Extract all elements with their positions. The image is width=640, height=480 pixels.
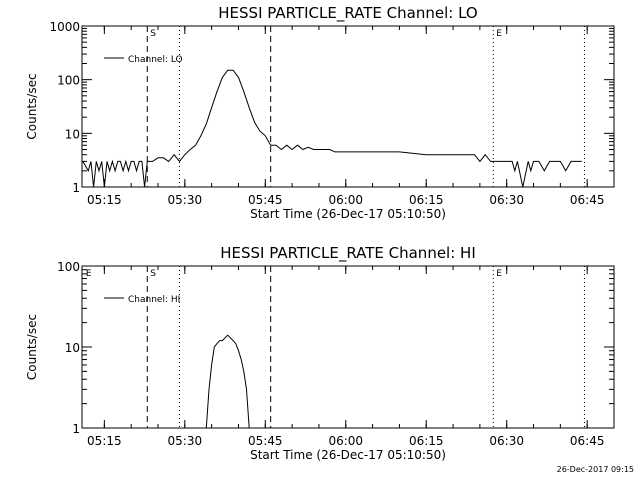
- x-tick-label: 05:45: [248, 193, 283, 207]
- x-tick-label: 06:00: [328, 193, 363, 207]
- y-tick-label: 1: [72, 181, 80, 195]
- y-axis-label: Counts/sec: [25, 73, 39, 139]
- x-tick-label: 05:30: [168, 434, 203, 448]
- y-tick-label: 100: [57, 74, 80, 88]
- x-tick-label: 05:30: [168, 193, 203, 207]
- x-tick-label: 06:30: [489, 193, 524, 207]
- y-axis-label: Counts/sec: [25, 314, 39, 380]
- x-axis-label: Start Time (26-Dec-17 05:10:50): [250, 207, 446, 221]
- y-tick-label: 1: [72, 422, 80, 436]
- y-tick-label: 10: [65, 127, 80, 141]
- x-tick-label: 06:00: [328, 434, 363, 448]
- x-tick-label: 06:15: [409, 193, 444, 207]
- time-marker-label: E: [86, 269, 92, 279]
- y-tick-label: 100: [57, 260, 80, 274]
- chart-panel-1: HESSI PARTICLE_RATE Channel: HI 05:15 05:3…: [25, 244, 615, 462]
- plot-frame: [81, 265, 615, 429]
- x-tick-label: 05:45: [248, 434, 283, 448]
- plot-frame: [81, 25, 615, 188]
- y-tick-label: 1000: [49, 20, 80, 34]
- x-axis-label: Start Time (26-Dec-17 05:10:50): [250, 448, 446, 462]
- x-tick-label: 06:45: [570, 193, 605, 207]
- footer-timestamp: 26-Dec-2017 09:15: [556, 465, 634, 474]
- x-tick-label: 06:30: [489, 434, 524, 448]
- legend-label: Channel: LO: [128, 55, 183, 65]
- time-marker-label: S: [150, 269, 156, 279]
- chart-panel-0: HESSI PARTICLE_RATE Channel: LO 05:15 05:3…: [25, 4, 615, 221]
- legend-label: Channel: HI: [128, 295, 180, 305]
- time-marker-label: E: [496, 269, 502, 279]
- x-tick-label: 06:15: [409, 434, 444, 448]
- chart-title: HESSI PARTICLE_RATE Channel: LO: [218, 4, 477, 23]
- series-line: [205, 334, 250, 429]
- time-marker-label: S: [150, 29, 156, 39]
- time-marker-label: E: [496, 29, 502, 39]
- y-tick-label: 10: [65, 341, 80, 355]
- x-tick-label: 06:45: [570, 434, 605, 448]
- chart-title: HESSI PARTICLE_RATE Channel: HI: [220, 244, 476, 263]
- x-tick-label: 05:15: [87, 193, 122, 207]
- x-tick-label: 05:15: [87, 434, 122, 448]
- series-line: [82, 69, 582, 188]
